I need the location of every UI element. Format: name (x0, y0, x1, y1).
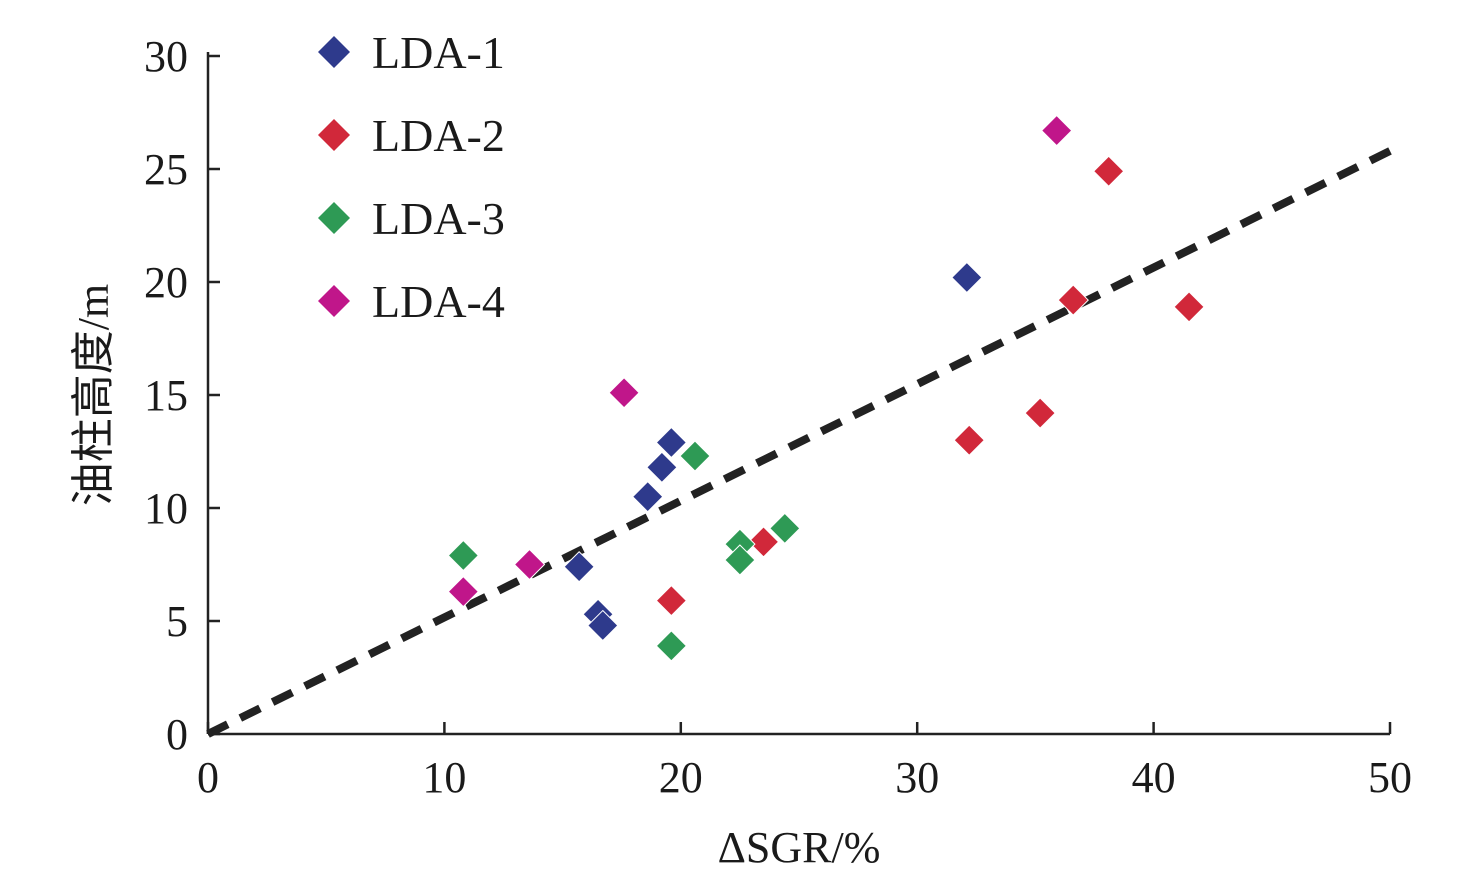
data-point-lda-2 (1024, 397, 1056, 429)
legend-marker-lda-3 (318, 202, 350, 234)
y-tick-label: 5 (166, 597, 188, 646)
data-point-lda-2 (1057, 284, 1089, 316)
trendline-group (206, 147, 1392, 738)
axes: 0 10 20 30 40 50 0 5 10 15 20 25 30 (144, 32, 1412, 802)
data-point-lda-1 (631, 480, 664, 513)
data-point-lda-3 (447, 539, 480, 572)
y-tick-label: 25 (144, 145, 188, 194)
y-tick-label: 15 (144, 371, 188, 420)
data-point-lda-1 (951, 261, 983, 294)
x-axis-label: ΔSGR/% (718, 823, 881, 872)
x-tick-label: 20 (659, 753, 703, 802)
data-points (447, 114, 1205, 662)
data-point-lda-1 (655, 426, 688, 459)
y-axis-label: 油柱高度/m (69, 284, 118, 506)
data-point-lda-3 (679, 440, 711, 472)
data-point-lda-4 (608, 377, 640, 409)
data-point-lda-4 (513, 548, 546, 581)
data-point-lda-3 (724, 544, 756, 576)
x-tick-label: 50 (1368, 753, 1412, 802)
data-point-lda-1 (646, 451, 678, 484)
data-point-lda-4 (447, 575, 480, 608)
legend-marker-lda-2 (318, 119, 350, 151)
data-point-lda-4 (1040, 114, 1073, 147)
legend-label-lda-2: LDA-2 (372, 110, 505, 161)
legend-label-lda-3: LDA-3 (372, 193, 505, 244)
data-point-lda-1 (587, 609, 619, 642)
data-point-lda-2 (655, 584, 688, 617)
legend: LDA-1 LDA-2 LDA-3 LDA-4 (318, 27, 505, 327)
data-point-lda-1 (563, 551, 595, 583)
y-tick-label: 10 (144, 484, 188, 533)
x-tick-label: 0 (197, 753, 219, 802)
data-point-lda-2 (1092, 155, 1125, 187)
legend-label-lda-4: LDA-4 (372, 276, 505, 327)
legend-label-lda-1: LDA-1 (372, 27, 505, 78)
x-tick-label: 40 (1132, 753, 1176, 802)
y-tick-label: 0 (166, 710, 188, 759)
x-tick-label: 30 (895, 753, 939, 802)
y-tick-label: 30 (144, 32, 188, 81)
legend-marker-lda-1 (318, 36, 350, 68)
data-point-lda-2 (953, 424, 985, 456)
trendline (206, 147, 1392, 738)
legend-marker-lda-4 (318, 285, 350, 317)
data-point-lda-3 (655, 630, 688, 662)
x-tick-label: 10 (422, 753, 466, 802)
data-point-lda-2 (1173, 291, 1205, 323)
data-point-lda-3 (769, 512, 801, 545)
data-point-lda-2 (747, 526, 780, 558)
y-tick-label: 20 (144, 258, 188, 307)
